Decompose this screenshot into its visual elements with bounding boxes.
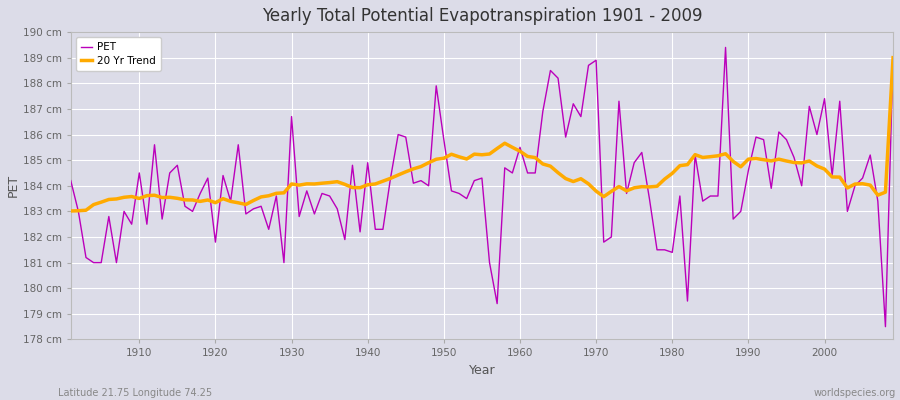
PET	[126, 222, 137, 226]
20 Yr Trend	[126, 194, 137, 199]
PET	[507, 170, 517, 175]
PET	[339, 237, 350, 242]
20 Yr Trend	[339, 182, 350, 187]
20 Yr Trend	[887, 55, 898, 60]
20 Yr Trend	[293, 183, 304, 188]
PET	[880, 324, 891, 329]
20 Yr Trend	[66, 208, 77, 213]
PET	[606, 234, 616, 239]
PET	[887, 55, 898, 60]
Legend: PET, 20 Yr Trend: PET, 20 Yr Trend	[76, 37, 161, 71]
20 Yr Trend	[507, 145, 517, 150]
Text: Latitude 21.75 Longitude 74.25: Latitude 21.75 Longitude 74.25	[58, 388, 212, 398]
20 Yr Trend	[606, 189, 616, 194]
Y-axis label: PET: PET	[7, 174, 20, 197]
PET	[293, 214, 304, 219]
PET	[515, 145, 526, 150]
20 Yr Trend	[515, 149, 526, 154]
Text: worldspecies.org: worldspecies.org	[814, 388, 896, 398]
Line: PET: PET	[71, 48, 893, 327]
PET	[720, 45, 731, 50]
Title: Yearly Total Potential Evapotranspiration 1901 - 2009: Yearly Total Potential Evapotranspiratio…	[262, 7, 702, 25]
X-axis label: Year: Year	[469, 364, 495, 377]
PET	[66, 178, 77, 183]
Line: 20 Yr Trend: 20 Yr Trend	[71, 58, 893, 211]
